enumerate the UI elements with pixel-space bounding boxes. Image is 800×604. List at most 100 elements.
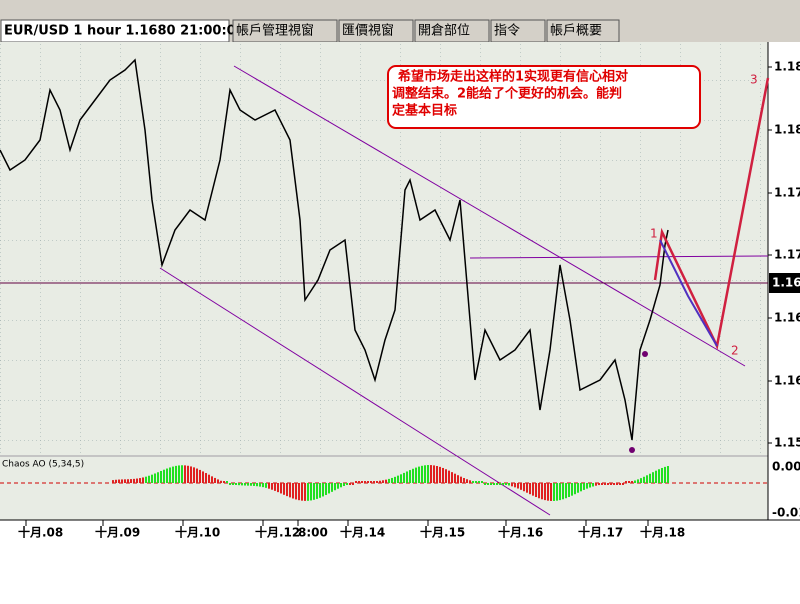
- ao-bar: [394, 476, 396, 483]
- ao-bar: [541, 483, 543, 500]
- x-tick-label: 8:00: [298, 526, 328, 540]
- ao-bar: [136, 478, 138, 483]
- ao-bar: [646, 475, 648, 483]
- ao-bar: [298, 483, 300, 501]
- ao-bar: [400, 474, 402, 483]
- ao-bar: [589, 483, 591, 488]
- x-tick-label: 十月.17: [578, 525, 623, 540]
- resistance-line: [469, 255, 769, 259]
- ao-bar: [577, 483, 579, 493]
- ao-bar: [259, 483, 261, 487]
- tab-label[interactable]: 匯價視窗: [342, 23, 394, 39]
- ao-bar: [361, 481, 363, 483]
- ao-bar: [487, 483, 489, 485]
- ao-bar: [169, 467, 171, 483]
- tab-label[interactable]: 帳戶概要: [550, 24, 602, 39]
- ao-bar: [517, 483, 519, 489]
- ao-bar: [583, 483, 585, 490]
- ao-bar: [151, 474, 153, 483]
- tab-label[interactable]: EUR/USD 1 hour 1.1680 21:00:00: [4, 24, 245, 39]
- ao-bar: [643, 476, 645, 483]
- ao-bar: [598, 483, 600, 486]
- ao-bar: [244, 483, 246, 486]
- ao-bar: [640, 478, 642, 483]
- ao-bar: [217, 479, 219, 483]
- fractal: [642, 351, 648, 357]
- tab-label[interactable]: 指令: [494, 24, 520, 39]
- ao-bar: [544, 483, 546, 501]
- wave-projection: [653, 77, 770, 350]
- ao-bar: [421, 465, 423, 483]
- ao-bar: [229, 483, 231, 485]
- ao-bar: [388, 478, 390, 483]
- ao-bar: [565, 483, 567, 499]
- ao-bar: [610, 483, 612, 485]
- ao-bar: [433, 465, 435, 483]
- ao-bar: [154, 473, 156, 483]
- ao-bar: [349, 483, 351, 485]
- y-tick-label: 1.18: [774, 60, 800, 74]
- ao-bar: [139, 478, 141, 483]
- ao-bar: [586, 483, 588, 489]
- ao-bar: [607, 483, 609, 485]
- ao-bar: [121, 479, 123, 483]
- ao-bar: [526, 483, 528, 493]
- annotation-line: 调整结束。2能给了个更好的机会。能判: [392, 86, 622, 102]
- ao-bar: [112, 480, 114, 483]
- annotation-line: 希望市场走出这样的1实现更有信心相对: [398, 69, 628, 85]
- ao-bar: [226, 481, 228, 483]
- ao-bar: [391, 477, 393, 483]
- ao-bar: [235, 483, 237, 485]
- ao-bar: [382, 480, 384, 483]
- x-tick-label: 十月.18: [640, 525, 685, 540]
- ao-bar: [346, 483, 348, 485]
- ao-bar: [466, 479, 468, 483]
- ao-bar: [562, 483, 564, 500]
- ao-bar: [481, 481, 483, 483]
- ao-bar: [523, 483, 525, 492]
- x-tick-label: 十月.12: [255, 525, 300, 540]
- ao-bar: [484, 483, 486, 485]
- tab-label[interactable]: 帳戶管理視窗: [236, 23, 314, 39]
- ao-bar: [313, 483, 315, 500]
- ao-bar: [493, 483, 495, 485]
- ao-bar: [190, 466, 192, 483]
- ao-bar: [286, 483, 288, 497]
- ao-bar: [205, 473, 207, 483]
- ao-bar: [175, 465, 177, 483]
- ao-bar: [619, 483, 621, 485]
- tab-label[interactable]: 開倉部位: [418, 24, 470, 39]
- ao-bar: [595, 483, 597, 486]
- ao-bar: [505, 483, 507, 485]
- ao-bar: [532, 483, 534, 496]
- ao-bar: [193, 467, 195, 483]
- ao-bar: [340, 483, 342, 488]
- ao-bar: [442, 467, 444, 483]
- ao-bar: [334, 483, 336, 491]
- ao-bar: [568, 483, 570, 498]
- ao-bar: [547, 483, 549, 501]
- ao-bar: [418, 466, 420, 483]
- ao-bar: [316, 483, 318, 499]
- wave-label: 1: [650, 227, 658, 241]
- ao-bar: [613, 483, 615, 485]
- ao-bar: [310, 483, 312, 501]
- x-tick-label: 十月.15: [420, 525, 465, 540]
- ao-bar: [250, 483, 252, 486]
- ao-bar: [550, 483, 552, 501]
- ao-bar: [658, 469, 660, 483]
- ao-bar: [454, 473, 456, 483]
- trend-line: [159, 267, 551, 516]
- ao-bar: [661, 467, 663, 483]
- ao-bar: [625, 481, 627, 483]
- ao-bar: [514, 483, 516, 488]
- ao-bar: [628, 481, 630, 483]
- ao-bar: [415, 467, 417, 483]
- ao-bar: [256, 483, 258, 487]
- ao-bar: [292, 483, 294, 499]
- ao-bar: [178, 465, 180, 483]
- ao-bar: [580, 483, 582, 492]
- ao-bar: [253, 483, 255, 486]
